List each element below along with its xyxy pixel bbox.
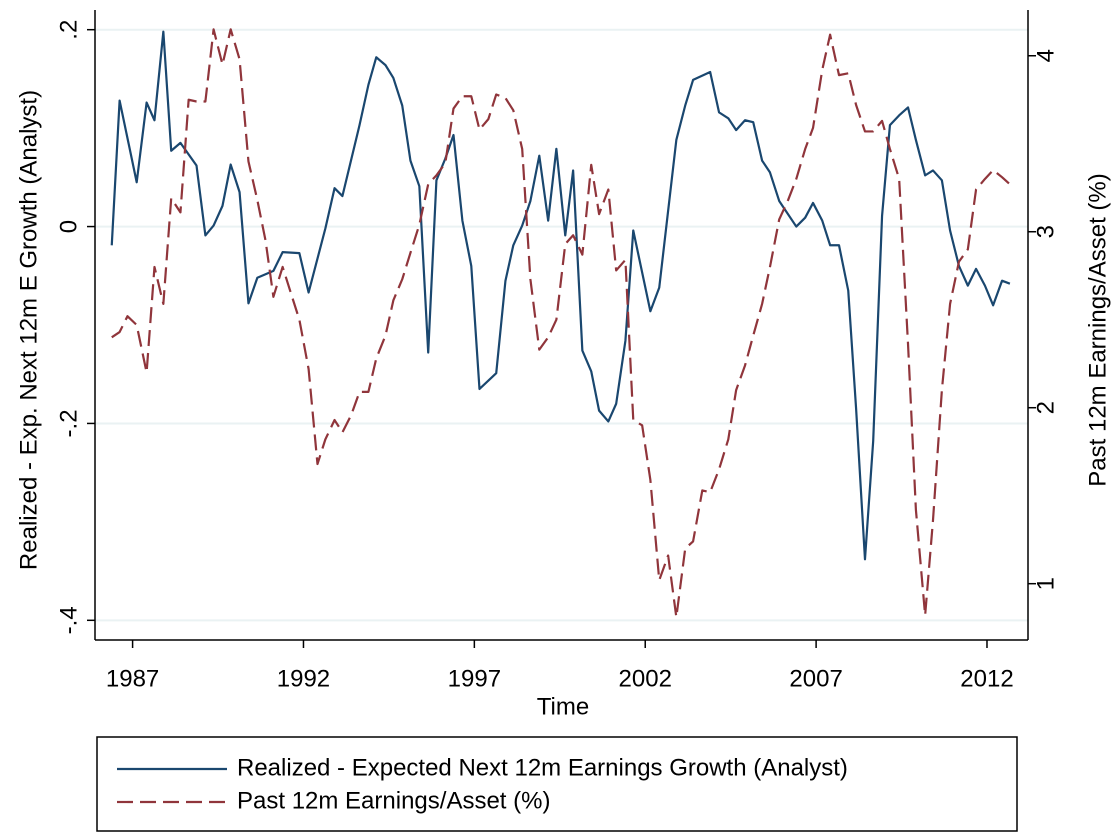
x-tick-label: 1987 <box>106 665 159 692</box>
y2-tick-label: 4 <box>1032 49 1059 62</box>
y-tick-label: 0 <box>55 220 82 233</box>
y-tick-label: -.2 <box>55 409 82 437</box>
series-line <box>111 28 1011 619</box>
x-axis-title: Time <box>537 693 589 720</box>
y2-axis-title: Past 12m Earnings/Asset (%) <box>1084 173 1111 486</box>
legend-label: Past 12m Earnings/Asset (%) <box>237 787 550 814</box>
series-line <box>110 30 1011 561</box>
x-tick-label: 1997 <box>448 665 501 692</box>
legend-label: Realized - Expected Next 12m Earnings Gr… <box>237 754 848 781</box>
y2-tick-label: 2 <box>1032 401 1059 414</box>
x-tick-label: 1992 <box>277 665 330 692</box>
y2-tick-label: 3 <box>1032 225 1059 238</box>
legend-box <box>96 736 1018 832</box>
y-tick-label: .2 <box>55 20 82 40</box>
x-tick-label: 2002 <box>619 665 672 692</box>
y-tick-label: -.4 <box>55 606 82 634</box>
x-tick-label: 2012 <box>960 665 1013 692</box>
y2-tick-label: 1 <box>1032 577 1059 590</box>
x-tick-label: 2007 <box>789 665 842 692</box>
y-axis-title: Realized - Exp. Next 12m E Growth (Analy… <box>15 90 42 570</box>
